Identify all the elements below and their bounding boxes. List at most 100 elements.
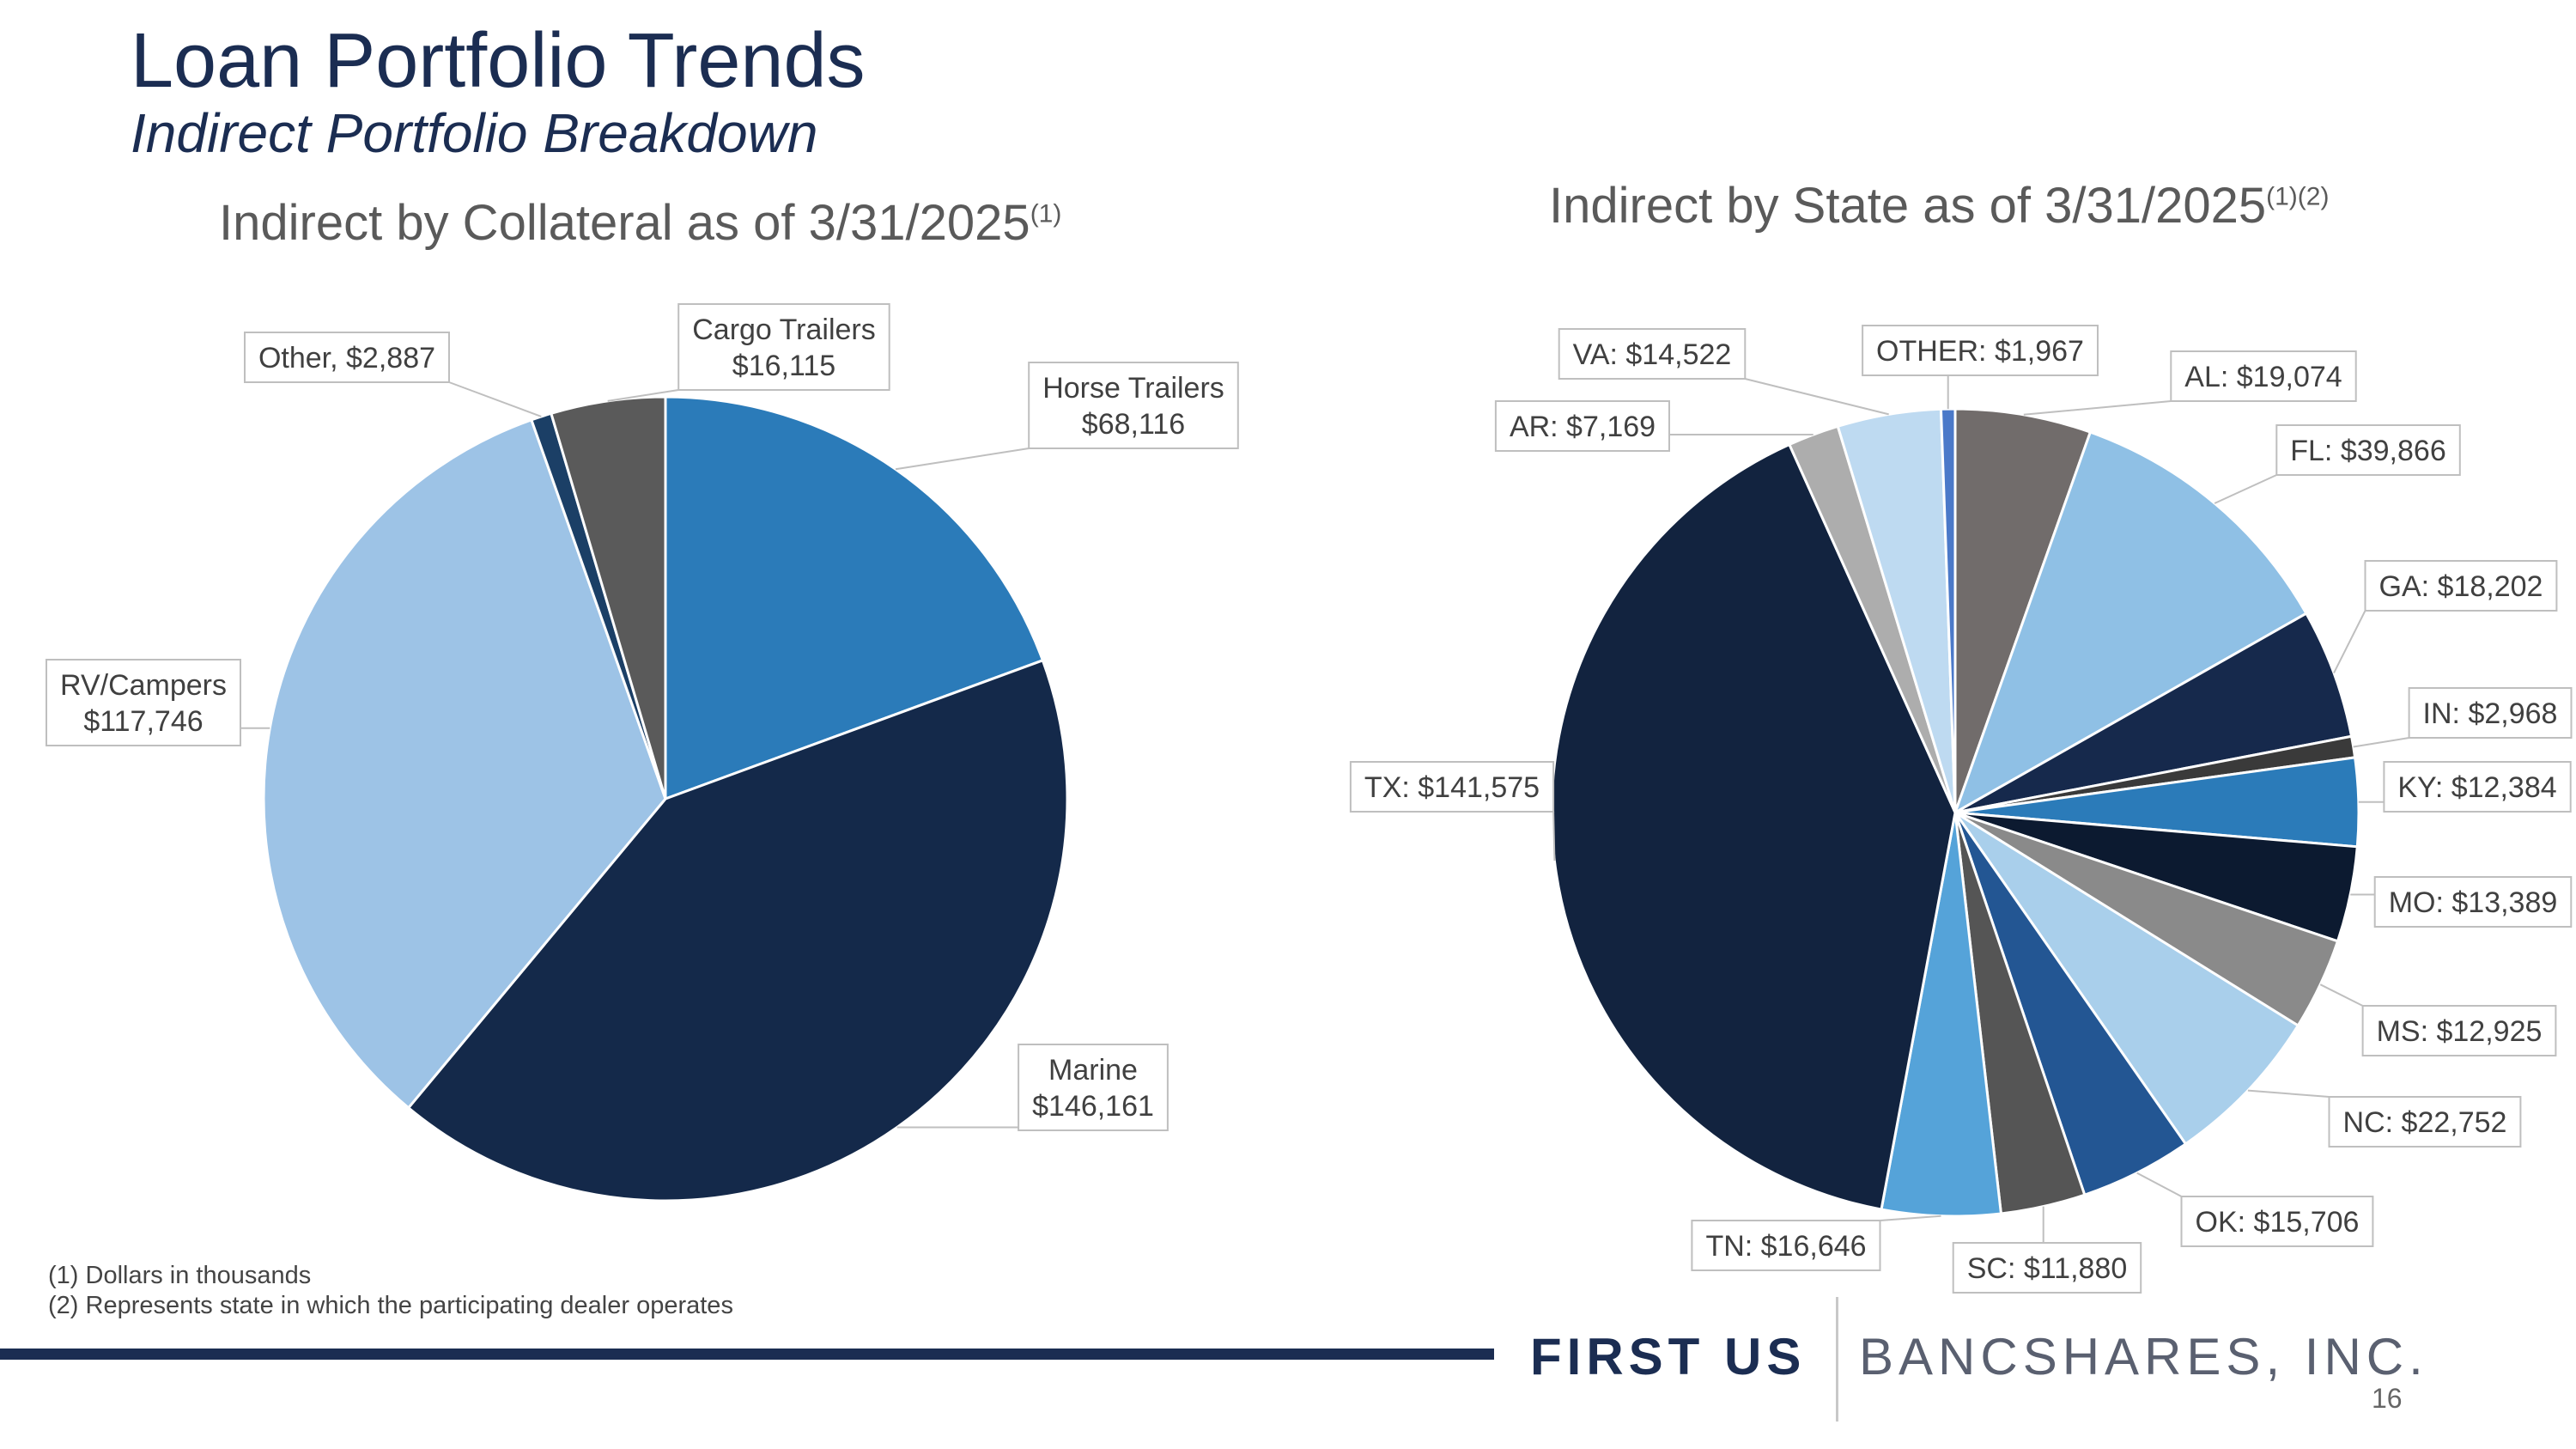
collateral-label-horse-trailers: Horse Trailers$68,116 <box>1028 362 1239 449</box>
state-leader-ms <box>2319 983 2364 1007</box>
state-label-box-in <box>2408 687 2573 739</box>
collateral-label-text-rv-campers: $117,746 <box>83 705 203 738</box>
state-leader-ok <box>2136 1172 2182 1197</box>
state-leader-tn <box>1880 1215 1941 1221</box>
collateral-pie: Horse Trailers$68,116 Marine$146,161 RV/Ca… <box>46 303 1239 1202</box>
slide-subtitle: Indirect Portfolio Breakdown <box>131 102 818 164</box>
logo-divider <box>1836 1297 1838 1422</box>
collateral-label-rv-campers: RV/Campers$117,746 <box>46 659 241 746</box>
state-label-box-tx <box>1349 761 1555 813</box>
logo-bancshares: BANCSHARES, INC. <box>1859 1328 2428 1385</box>
state-label-box-sc <box>1952 1242 2142 1294</box>
collateral-leader-cargo-trailers <box>607 389 679 402</box>
state-chart-title: Indirect by State as of 3/31/2025(1)(2) <box>1549 177 2329 234</box>
state-slice-tx <box>1550 442 1957 1211</box>
state-label-text-ga: GA: $18,202 <box>2379 570 2543 603</box>
state-label-nc: NC: $22,752 <box>2328 1096 2522 1148</box>
footnote-1: (1) Dollars in thousands <box>48 1262 312 1289</box>
state-label-box-tn <box>1691 1220 1881 1271</box>
state-slice-ga <box>1954 612 2354 814</box>
footer-bar <box>0 1349 1494 1360</box>
collateral-label-text-marine: Marine <box>1048 1054 1138 1087</box>
state-label-other: OTHER: $1,967 <box>1862 325 2099 376</box>
state-label-in: IN: $2,968 <box>2408 687 2573 739</box>
state-leader-ga <box>2333 610 2366 674</box>
state-leader-in <box>2353 737 2409 748</box>
state-label-text-ky: KY: $12,384 <box>2397 771 2556 804</box>
state-label-box-nc <box>2328 1096 2522 1148</box>
footnotes: (1) Dollars in thousands (2) Represents … <box>48 1261 733 1321</box>
state-label-text-tn: TN: $16,646 <box>1705 1230 1866 1263</box>
collateral-label-marine: Marine$146,161 <box>1018 1044 1169 1131</box>
state-label-va: VA: $14,522 <box>1558 328 1747 380</box>
state-leader-al <box>2023 400 2172 416</box>
state-label-box-other <box>1862 325 2099 376</box>
collateral-label-box-horse-trailers <box>1028 362 1239 449</box>
state-chart-title-footnote: (1)(2) <box>2266 182 2330 211</box>
state-label-ga: GA: $18,202 <box>2364 560 2558 612</box>
state-label-box-ky <box>2383 761 2572 813</box>
state-label-ok: OK: $15,706 <box>2180 1196 2374 1247</box>
collateral-chart-title-text: Indirect by Collateral as of 3/31/2025 <box>219 195 1030 251</box>
state-leader-tx <box>1552 811 1556 861</box>
state-label-box-ga <box>2364 560 2558 612</box>
state-label-text-in: IN: $2,968 <box>2423 697 2558 730</box>
footnote-2: (2) Represents state in which the partic… <box>48 1291 733 1319</box>
state-label-box-ok <box>2180 1196 2374 1247</box>
collateral-leader-other <box>448 381 542 417</box>
collateral-label-box-other <box>244 332 450 383</box>
state-chart-title-text: Indirect by State as of 3/31/2025 <box>1549 178 2267 234</box>
state-pie: AL: $19,074 FL: $39,866 GA: $18,202 IN: $2,… <box>1349 325 2573 1294</box>
collateral-label-text-marine: $146,161 <box>1032 1090 1154 1123</box>
state-label-text-ok: OK: $15,706 <box>2196 1206 2360 1239</box>
state-label-tn: TN: $16,646 <box>1691 1220 1881 1271</box>
state-label-box-ar <box>1494 400 1671 452</box>
state-label-box-va <box>1558 328 1747 380</box>
collateral-slice-horse-trailers <box>664 395 1045 801</box>
state-slice-nc <box>1953 811 2300 1146</box>
logo-first-us: FIRST US <box>1530 1328 1807 1385</box>
collateral-label-text-horse-trailers: $68,116 <box>1082 408 1185 441</box>
state-leader-va <box>1745 378 1889 416</box>
state-label-box-fl <box>2275 424 2461 476</box>
state-label-text-fl: FL: $39,866 <box>2290 435 2445 467</box>
state-label-text-al: AL: $19,074 <box>2184 361 2342 393</box>
state-label-mo: MO: $13,389 <box>2373 876 2573 928</box>
collateral-leader-horse-trailers <box>895 447 1030 471</box>
collateral-label-box-cargo-trailers <box>677 303 890 391</box>
state-label-text-nc: NC: $22,752 <box>2343 1106 2507 1139</box>
state-slice-fl <box>1953 430 2308 816</box>
state-label-box-mo <box>2373 876 2573 928</box>
collateral-label-box-marine <box>1018 1044 1169 1131</box>
state-label-text-ms: MS: $12,925 <box>2377 1015 2543 1048</box>
state-label-text-ar: AR: $7,169 <box>1510 411 1656 443</box>
collateral-slice-rv-campers <box>262 417 667 1110</box>
state-label-box-al <box>2170 350 2357 402</box>
state-label-box-ms <box>2361 1005 2557 1056</box>
state-label-fl: FL: $39,866 <box>2275 424 2461 476</box>
collateral-label-text-cargo-trailers: $16,115 <box>732 350 835 382</box>
collateral-label-text-rv-campers: RV/Campers <box>60 669 227 702</box>
state-label-ar: AR: $7,169 <box>1494 400 1671 452</box>
collateral-label-box-rv-campers <box>46 659 241 746</box>
slide-title: Loan Portfolio Trends <box>131 18 866 104</box>
state-label-text-va: VA: $14,522 <box>1573 338 1732 371</box>
state-label-ms: MS: $12,925 <box>2361 1005 2557 1056</box>
state-label-sc: SC: $11,880 <box>1952 1242 2142 1294</box>
state-label-ky: KY: $12,384 <box>2383 761 2572 813</box>
state-label-text-mo: MO: $13,389 <box>2389 886 2558 919</box>
page-number: 16 <box>2372 1383 2403 1414</box>
collateral-chart-title-footnote: (1) <box>1030 199 1062 228</box>
collateral-label-text-horse-trailers: Horse Trailers <box>1042 372 1224 405</box>
collateral-label-text-cargo-trailers: Cargo Trailers <box>692 314 876 346</box>
state-label-text-other: OTHER: $1,967 <box>1876 335 2084 368</box>
collateral-label-cargo-trailers: Cargo Trailers $16,115 <box>677 303 890 391</box>
state-label-al: AL: $19,074 <box>2170 350 2357 402</box>
state-leader-nc <box>2247 1089 2330 1098</box>
collateral-label-other: Other, $2,887 <box>244 332 450 383</box>
collateral-chart-title: Indirect by Collateral as of 3/31/2025(1… <box>219 194 1061 252</box>
collateral-label-text-other: Other, $2,887 <box>258 342 435 374</box>
state-label-tx: TX: $141,575 <box>1349 761 1555 813</box>
state-label-text-tx: TX: $141,575 <box>1364 771 1540 804</box>
